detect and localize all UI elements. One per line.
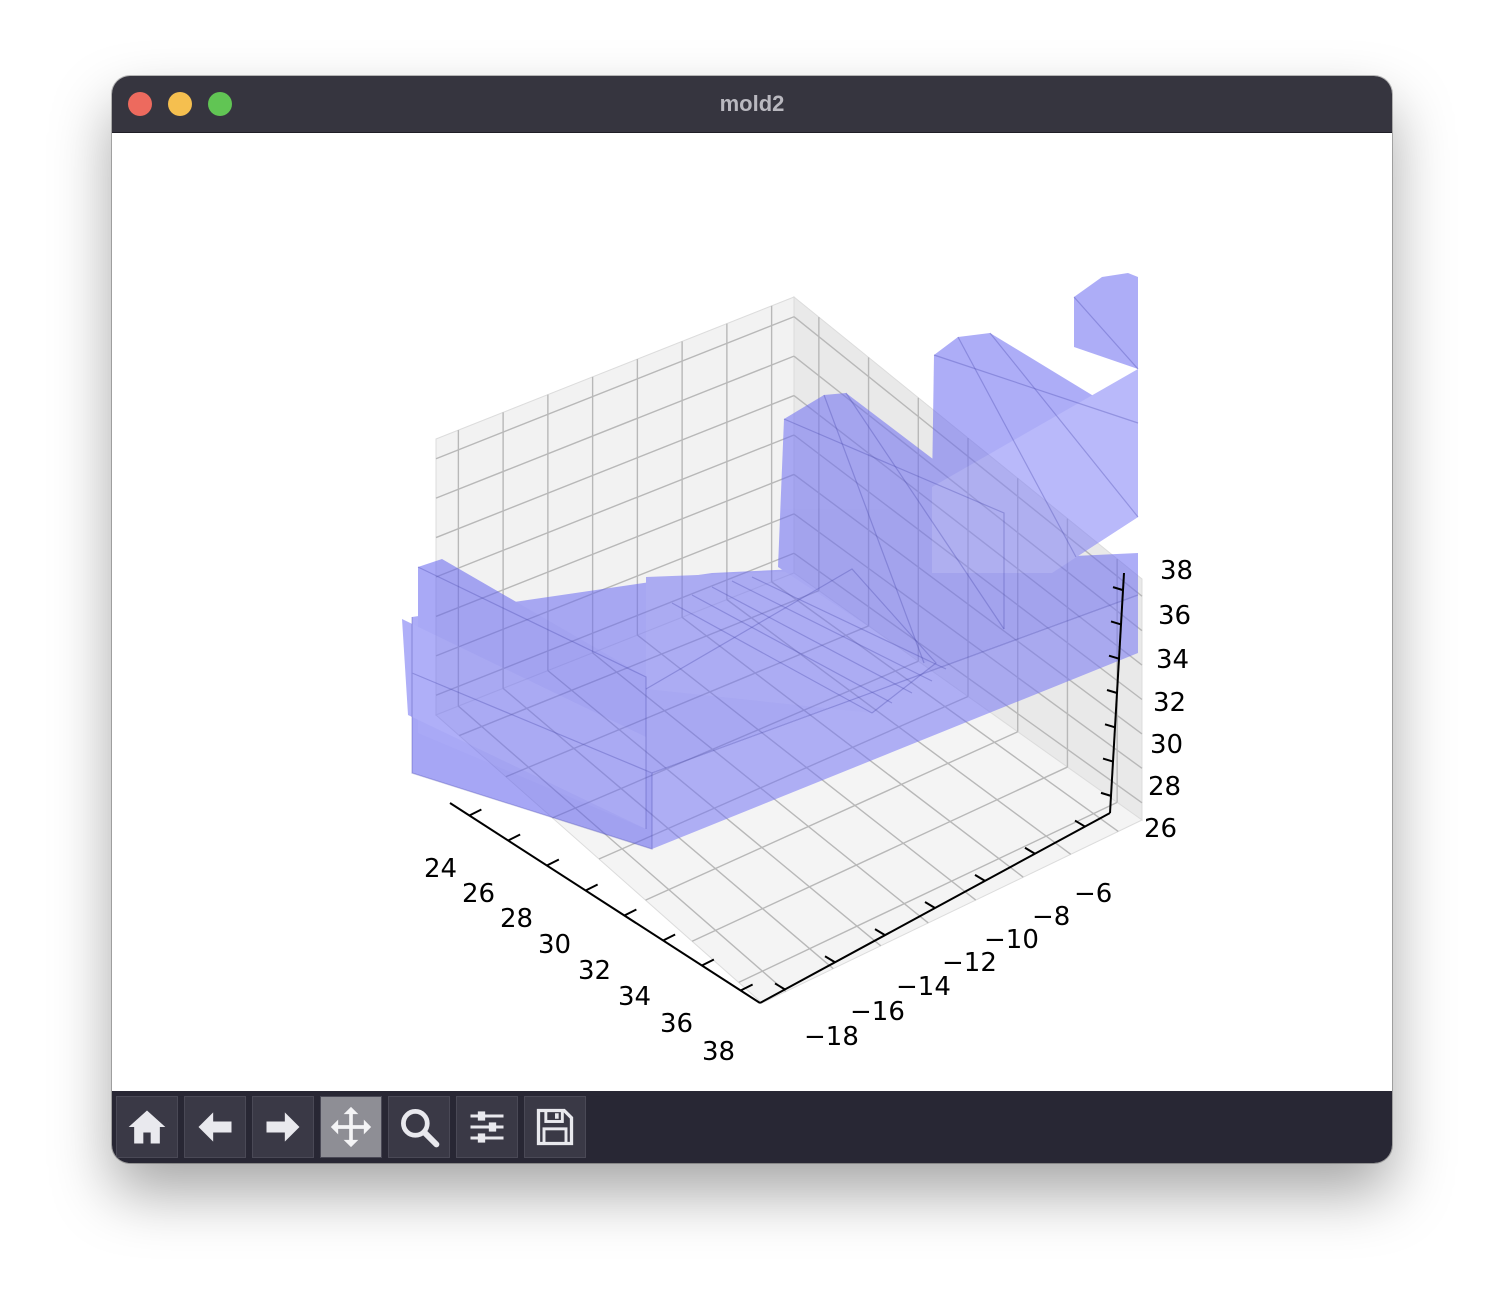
mold-edges xyxy=(411,296,1139,850)
mold-tower-1 xyxy=(778,393,1004,663)
y-tick-label: −16 xyxy=(850,997,905,1027)
x-tick-mark xyxy=(623,908,637,917)
grid-line xyxy=(435,316,795,460)
y-tick-mark xyxy=(974,873,986,882)
grid-line xyxy=(435,394,795,539)
y-tick-label: −6 xyxy=(1074,879,1112,909)
z-tick-mark xyxy=(1106,689,1118,694)
zoom-button[interactable] xyxy=(388,1096,450,1158)
x-tick-labels: 24 26 28 30 32 34 36 38 xyxy=(424,854,735,1067)
sliders-icon xyxy=(470,1111,504,1143)
x-tick-label: 30 xyxy=(538,930,571,960)
arrow-right-icon xyxy=(266,1112,300,1142)
y-tick-label: −18 xyxy=(804,1022,859,1052)
z-tick-labels: 26 28 30 32 34 36 38 xyxy=(1144,556,1193,844)
arrow-left-icon xyxy=(198,1112,232,1142)
x-tick-mark xyxy=(662,933,676,942)
minimize-window-button[interactable] xyxy=(168,92,192,116)
y-tick-labels: −18 −16 −14 −12 −10 −8 −6 xyxy=(804,879,1112,1052)
z-tick-label: 28 xyxy=(1148,772,1181,802)
back-button[interactable] xyxy=(184,1096,246,1158)
magnifier-icon xyxy=(401,1109,440,1148)
z-tick-label: 32 xyxy=(1153,688,1186,718)
home-icon xyxy=(128,1110,166,1144)
y-tick-mark xyxy=(874,928,886,937)
y-tick-label: −12 xyxy=(942,948,997,978)
mold-rib-left-face xyxy=(402,619,646,829)
plot-canvas[interactable]: 24 26 28 30 32 34 36 38 −18 −16 −14 −12 … xyxy=(112,133,1392,1091)
title-bar: mold2 xyxy=(112,76,1392,133)
pan-button[interactable] xyxy=(320,1096,382,1158)
x-tick-mark xyxy=(507,833,521,842)
z-tick-mark xyxy=(1102,757,1114,763)
mold-tower-3 xyxy=(1074,273,1138,369)
grid-line xyxy=(645,731,1019,901)
z-tick-label: 26 xyxy=(1144,814,1177,844)
x-tick-mark xyxy=(546,858,560,867)
x-tick-mark xyxy=(468,808,482,817)
mold-base-side xyxy=(652,595,1138,849)
x-tick-label: 24 xyxy=(424,854,457,884)
grid-line xyxy=(691,766,1068,942)
y-tick-mark xyxy=(1074,819,1086,828)
z-tick-label: 38 xyxy=(1160,556,1193,586)
grid-line xyxy=(435,434,795,578)
y-tick-mark xyxy=(824,955,836,964)
z-tick-label: 36 xyxy=(1158,601,1191,631)
y-tick-mark xyxy=(774,982,786,991)
z-tick-mark xyxy=(1110,620,1122,626)
x-tick-label: 34 xyxy=(618,982,651,1012)
y-tick-label: −8 xyxy=(1032,902,1070,932)
x-tick-mark xyxy=(740,983,754,992)
x-tick-mark xyxy=(701,958,715,967)
x-axis-line xyxy=(449,802,761,1004)
x-tick-label: 26 xyxy=(462,879,495,909)
x-tick-label: 38 xyxy=(702,1037,735,1067)
y-tick-mark xyxy=(924,901,936,909)
floppy-disk-icon xyxy=(536,1108,574,1146)
home-button[interactable] xyxy=(116,1096,178,1158)
configure-subplots-button[interactable] xyxy=(456,1096,518,1158)
z-tick-mark xyxy=(1104,723,1116,729)
mold-body xyxy=(402,273,1138,849)
maximize-window-button[interactable] xyxy=(208,92,232,116)
y-tick-label: −10 xyxy=(984,925,1039,955)
z-tick-mark xyxy=(1112,586,1124,592)
x-tick-label: 28 xyxy=(500,904,533,934)
close-window-button[interactable] xyxy=(128,92,152,116)
navigation-toolbar xyxy=(112,1091,1392,1163)
z-tick-mark xyxy=(1100,791,1112,797)
plot-3d[interactable]: 24 26 28 30 32 34 36 38 −18 −16 −14 −12 … xyxy=(112,133,1392,1091)
x-tick-label: 32 xyxy=(578,956,611,986)
save-button[interactable] xyxy=(524,1096,586,1158)
y-tick-label: −14 xyxy=(896,972,951,1002)
window-title: mold2 xyxy=(719,91,785,116)
z-tick-label: 30 xyxy=(1150,730,1183,760)
grid-line xyxy=(435,355,795,499)
y-tick-mark xyxy=(1024,846,1036,855)
app-window: mold2 xyxy=(112,76,1392,1163)
mold-back-plate xyxy=(932,369,1138,573)
grid-line xyxy=(738,801,1118,984)
z-tick-label: 34 xyxy=(1156,645,1189,675)
axis-lines xyxy=(449,572,1125,1004)
forward-button[interactable] xyxy=(252,1096,314,1158)
move-icon xyxy=(330,1106,372,1148)
x-tick-label: 36 xyxy=(660,1009,693,1039)
x-tick-mark xyxy=(585,883,599,892)
z-tick-mark xyxy=(1108,654,1120,660)
